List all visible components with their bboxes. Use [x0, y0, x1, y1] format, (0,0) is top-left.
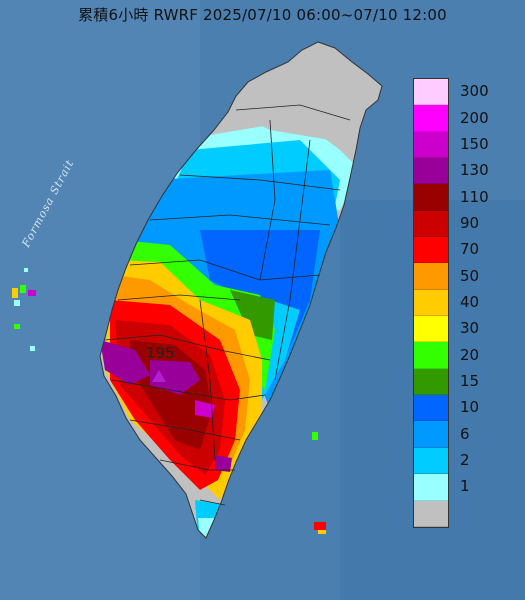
legend-label: 200 — [460, 108, 489, 127]
legend-label: 15 — [460, 372, 480, 391]
legend-swatch — [414, 316, 448, 343]
legend-label: 1 — [460, 477, 470, 496]
legend-swatch — [414, 421, 448, 448]
legend-swatch — [414, 263, 448, 290]
legend-swatch — [414, 289, 448, 317]
legend-swatch — [414, 131, 448, 159]
legend-label: 130 — [460, 161, 489, 180]
legend-label: 90 — [460, 213, 480, 232]
legend-label: 40 — [460, 292, 480, 311]
map-title: 累積6小時 RWRF 2025/07/10 06:00~07/10 12:00 — [78, 6, 447, 24]
rainfall-zones — [100, 60, 380, 538]
orchid-island — [314, 522, 326, 534]
legend-label: 50 — [460, 266, 480, 285]
legend-swatch — [414, 500, 448, 527]
rainfall-legend — [413, 78, 449, 528]
green-island — [312, 432, 318, 440]
legend-swatch — [414, 342, 448, 369]
penghu-islets — [12, 268, 36, 351]
legend-label: 6 — [460, 424, 470, 443]
legend-label: 300 — [460, 82, 489, 101]
legend-label: 30 — [460, 319, 480, 338]
county-boundaries — [104, 104, 351, 506]
legend-swatch — [414, 184, 448, 211]
legend-swatch — [414, 237, 448, 264]
legend-swatch — [414, 158, 448, 185]
legend-label: 110 — [460, 187, 489, 206]
legend-swatch — [414, 79, 448, 106]
legend-swatch — [414, 368, 448, 396]
legend-swatch — [414, 105, 448, 132]
legend-label: 20 — [460, 345, 480, 364]
legend-label: 70 — [460, 240, 480, 259]
legend-label: 150 — [460, 134, 489, 153]
legend-swatch — [414, 210, 448, 238]
max-rainfall-label: 195 — [146, 344, 175, 362]
legend-label: 10 — [460, 398, 480, 417]
legend-label: 2 — [460, 451, 470, 470]
legend-swatch — [414, 447, 448, 475]
max-rainfall-marker — [152, 370, 166, 382]
legend-swatch — [414, 474, 448, 501]
legend-swatch — [414, 395, 448, 422]
